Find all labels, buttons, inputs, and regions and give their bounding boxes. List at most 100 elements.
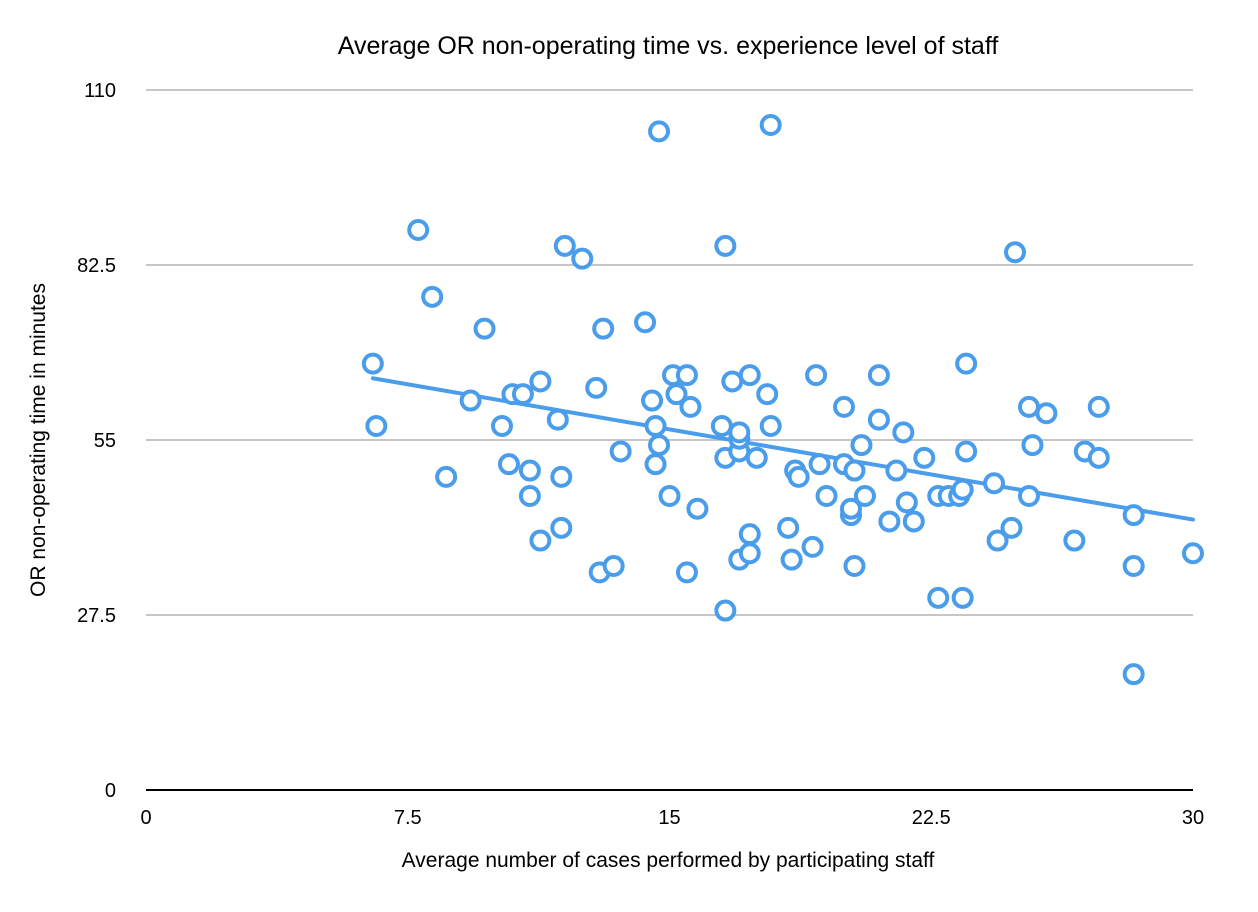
data-point (1021, 434, 1044, 457)
data-point (407, 219, 430, 241)
data-point (421, 285, 444, 308)
data-point (738, 364, 761, 387)
data-point (714, 234, 737, 257)
x-tick-label: 0 (140, 807, 151, 829)
data-point (1122, 663, 1145, 686)
x-axis-tick-labels: 0 7.5 15 22.5 30 (140, 807, 1204, 829)
data-point (1087, 395, 1110, 418)
data-point (459, 389, 482, 412)
data-point (529, 370, 552, 393)
y-axis-title: OR non-operating time in minutes (27, 283, 50, 597)
data-point (1122, 555, 1145, 577)
data-point (365, 415, 388, 437)
chart-title: Average OR non-operating time vs. experi… (338, 32, 999, 60)
data-point (777, 516, 800, 539)
data-point (592, 317, 615, 340)
data-point (833, 395, 855, 418)
x-tick-label: 15 (658, 807, 680, 829)
data-point (641, 389, 664, 412)
data-point (843, 555, 866, 577)
data-point (986, 529, 1009, 552)
data-point (1182, 542, 1204, 565)
data-point (850, 434, 873, 457)
x-tick-label: 7.5 (394, 807, 422, 829)
data-point (361, 352, 384, 375)
data-point (738, 523, 761, 546)
data-point (885, 459, 908, 482)
trendline (370, 376, 1195, 522)
data-point (951, 478, 974, 501)
data-point (644, 453, 667, 476)
data-points (361, 114, 1204, 686)
data-point (518, 459, 541, 482)
data-point (518, 485, 541, 507)
data-point (675, 364, 698, 387)
data-point (714, 599, 737, 622)
data-point (805, 364, 828, 387)
data-point (867, 408, 890, 431)
data-point (686, 497, 709, 520)
data-point (602, 555, 625, 577)
y-tick-label: 110 (84, 80, 116, 102)
data-point (913, 446, 936, 469)
data-point (1017, 485, 1040, 507)
data-point (473, 317, 496, 340)
data-point (787, 465, 810, 488)
data-point (927, 586, 950, 609)
data-point (853, 485, 876, 507)
data-point (1004, 241, 1027, 264)
data-point (983, 472, 1006, 495)
data-point (951, 586, 974, 609)
data-point (710, 415, 733, 437)
data-point (902, 510, 925, 533)
data-point (1035, 402, 1058, 425)
data-point (892, 421, 915, 444)
data-point (546, 408, 569, 431)
data-point (780, 548, 803, 571)
data-point (585, 376, 608, 399)
y-tick-label: 55 (94, 430, 116, 452)
y-tick-label: 0 (105, 780, 116, 802)
data-point (867, 364, 890, 387)
data-point (1000, 516, 1023, 539)
data-point (648, 120, 671, 143)
gridlines (146, 89, 1193, 791)
data-point (679, 395, 702, 418)
data-point (658, 485, 681, 507)
data-point (511, 383, 534, 406)
data-point (1017, 395, 1040, 418)
data-point (553, 234, 576, 257)
data-point (550, 516, 573, 539)
data-point (1122, 504, 1145, 527)
data-point (490, 415, 513, 437)
data-point (609, 440, 632, 463)
data-point (435, 465, 458, 488)
data-point (675, 561, 698, 584)
x-tick-label: 22.5 (912, 807, 951, 829)
x-tick-label: 30 (1182, 807, 1204, 829)
data-point (1063, 529, 1086, 552)
data-point (878, 510, 901, 533)
data-point (1087, 446, 1110, 469)
data-point (895, 491, 918, 514)
x-axis-title: Average number of cases performed by par… (402, 849, 935, 872)
data-point (745, 446, 768, 469)
data-point (728, 421, 751, 444)
data-point (955, 440, 978, 463)
trendline-group (370, 376, 1195, 522)
data-point (843, 459, 866, 482)
y-tick-label: 82.5 (77, 255, 116, 277)
y-axis-tick-labels: 0 27.5 55 82.5 110 (77, 80, 116, 802)
data-point (529, 529, 552, 552)
data-point (815, 485, 838, 507)
data-point (634, 311, 657, 334)
data-point (571, 247, 594, 270)
data-point (759, 415, 782, 437)
data-point (644, 415, 667, 437)
data-point (955, 352, 978, 375)
data-point (665, 383, 688, 406)
y-tick-label: 27.5 (77, 605, 116, 627)
data-point (721, 370, 744, 393)
data-point (839, 497, 862, 520)
